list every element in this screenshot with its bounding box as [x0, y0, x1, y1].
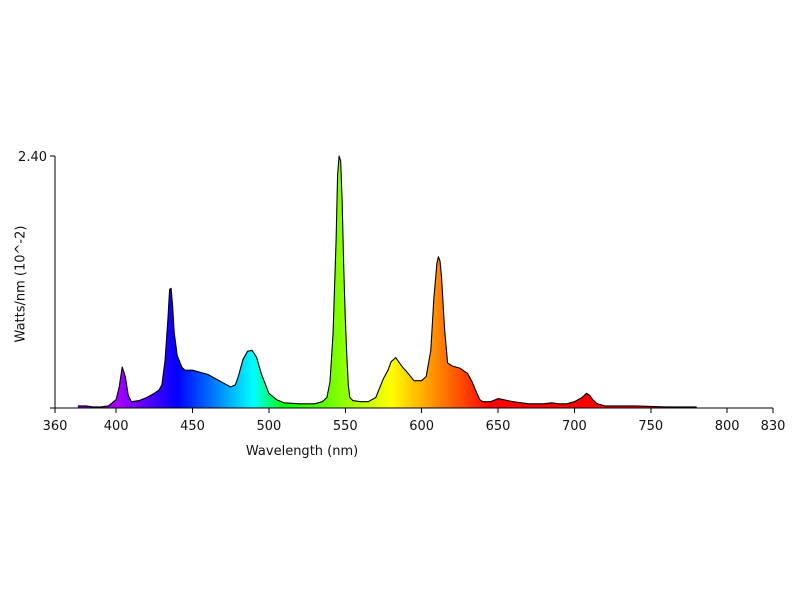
- x-tick-label: 360: [43, 419, 68, 434]
- x-tick-label: 500: [256, 419, 281, 434]
- x-tick-label: 550: [333, 419, 358, 434]
- plot-area: [77, 155, 697, 408]
- x-tick-label: 450: [180, 419, 205, 434]
- x-tick-label: 830: [761, 419, 786, 434]
- y-tick-label: 2.40: [18, 150, 47, 165]
- x-tick-label: 650: [486, 419, 511, 434]
- spectrum-outline: [77, 155, 697, 408]
- spectrum-area: [77, 156, 697, 408]
- x-tick-label: 400: [104, 419, 129, 434]
- x-axis-ticks: 360 400 450 500 550 600 650 700 750 800 830: [43, 408, 786, 434]
- x-axis-title: Wavelength (nm): [246, 444, 358, 459]
- x-tick-label: 800: [715, 419, 740, 434]
- y-axis-ticks: 2.40: [18, 150, 55, 409]
- y-axis-title: Watts/nm (10^-2): [14, 226, 29, 343]
- x-tick-label: 750: [638, 419, 663, 434]
- x-tick-label: 700: [562, 419, 587, 434]
- x-tick-label: 600: [409, 419, 434, 434]
